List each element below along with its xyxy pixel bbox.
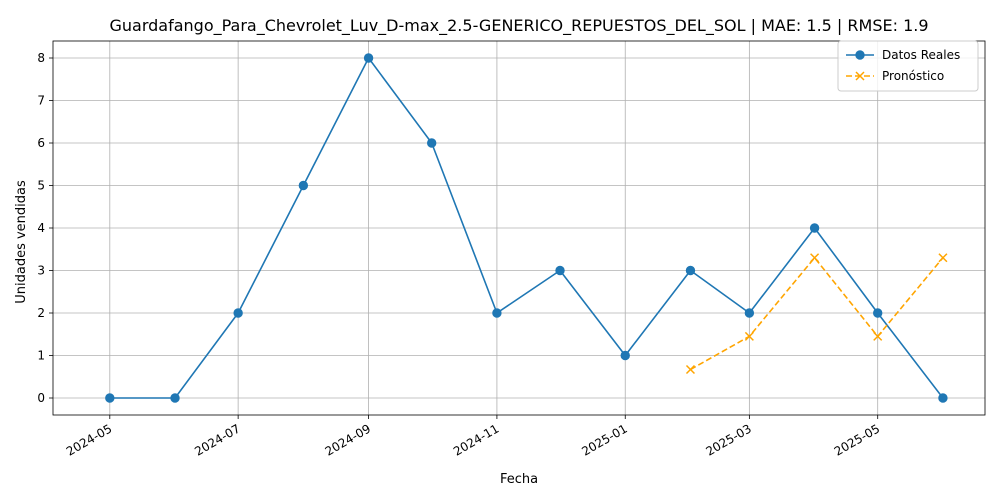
series-actual-point (363, 53, 374, 63)
series-forecast-point-stroke (938, 253, 948, 263)
series-actual-point (170, 393, 180, 403)
series-forecast-point (810, 253, 820, 263)
series-actual-point (555, 265, 565, 276)
series-layer (105, 53, 948, 403)
series-forecast-point (938, 253, 948, 263)
series-forecast-point-stroke (810, 253, 820, 263)
chart-title: Guardafango_Para_Chevrolet_Luv_D-max_2.5… (109, 16, 928, 36)
legend-actual-label: Datos Reales (882, 48, 960, 62)
x-tick-label: 2024-09 (323, 421, 373, 458)
x-tick-label: 2024-11 (451, 421, 501, 458)
legend: Datos Reales Pronóstico (837, 40, 979, 92)
legend-forecast-marker (855, 71, 865, 81)
series-forecast-line (690, 256, 944, 371)
y-tick-label: 2 (37, 306, 45, 320)
legend-box (837, 40, 979, 92)
y-tick-label: 5 (37, 179, 45, 193)
series-actual-point (233, 308, 243, 318)
series-actual-point (105, 393, 115, 403)
series-forecast-point-stroke (744, 331, 754, 341)
y-tick-label: 0 (37, 391, 45, 405)
x-tick-label: 2025-01 (579, 421, 629, 458)
series-forecast-point (744, 331, 754, 341)
grid-lines (53, 41, 985, 415)
series-actual-point (298, 180, 309, 191)
series-forecast-point-stroke (685, 364, 695, 375)
series-actual-point (492, 308, 502, 318)
y-tick-label: 3 (37, 264, 45, 278)
y-tick-label: 1 (37, 349, 45, 363)
x-axis-label: Fecha (500, 472, 538, 487)
series-forecast-point (685, 364, 695, 375)
series-forecast-point-stroke (873, 331, 883, 341)
series-actual-point (873, 308, 883, 318)
x-tick-label: 2024-07 (192, 421, 242, 458)
series-actual-point (938, 393, 948, 403)
x-tick-label: 2025-05 (832, 421, 882, 458)
series-actual-point (809, 223, 820, 233)
series-actual-point (620, 350, 630, 361)
y-tick-label: 4 (37, 221, 45, 235)
x-tick-label: 2024-05 (64, 421, 114, 458)
legend-actual-marker (855, 50, 865, 60)
series-actual-point (744, 308, 755, 318)
series-actual (105, 53, 948, 403)
series-actual-point (426, 138, 437, 148)
y-axis-label: Unidades vendidas (14, 180, 29, 304)
series-actual-line (109, 57, 944, 399)
y-tick-label: 7 (37, 94, 45, 108)
series-forecast-point (873, 331, 883, 341)
series-forecast (685, 253, 948, 375)
series-actual-point (685, 265, 696, 276)
x-axis: 2024-05 2024-07 2024-09 2024-11 2025-01 2025-… (64, 415, 882, 459)
y-tick-label: 8 (37, 51, 45, 65)
x-tick-label: 2025-03 (703, 421, 753, 458)
y-axis: 0 1 2 3 4 5 6 7 8 (37, 51, 53, 405)
legend-forecast-marker-stroke (855, 71, 865, 81)
y-tick-label: 6 (37, 136, 45, 150)
legend-forecast-label: Pronóstico (882, 69, 944, 83)
